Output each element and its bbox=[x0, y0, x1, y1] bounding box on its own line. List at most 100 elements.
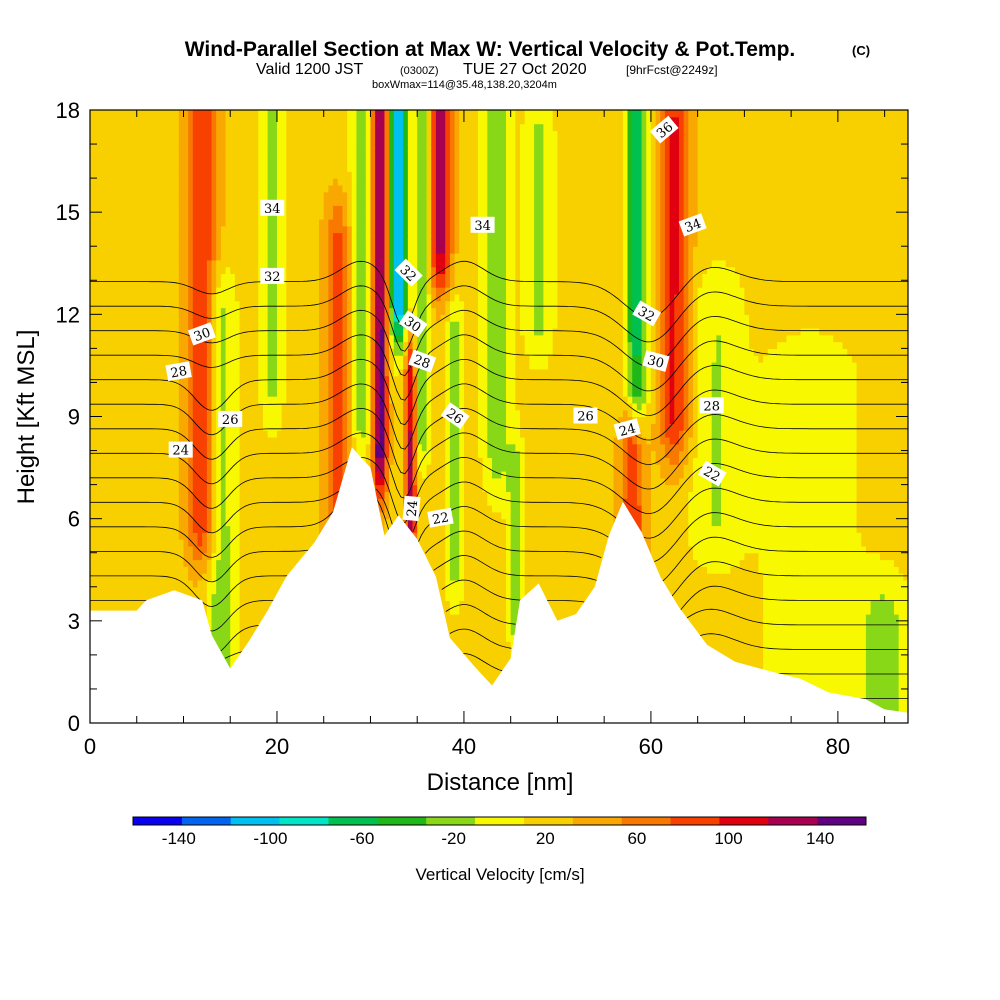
velocity-cell bbox=[178, 334, 185, 343]
velocity-cell bbox=[248, 586, 255, 595]
velocity-cell bbox=[104, 566, 110, 574]
velocity-cell bbox=[94, 280, 100, 288]
velocity-cell bbox=[174, 239, 180, 247]
velocity-cell bbox=[258, 110, 264, 118]
velocity-cell bbox=[108, 593, 114, 601]
velocity-cell bbox=[206, 355, 213, 363]
velocity-cell bbox=[164, 545, 171, 554]
velocity-cell bbox=[239, 116, 245, 125]
velocity-cell bbox=[314, 307, 320, 315]
velocity-cell bbox=[295, 164, 301, 172]
velocity-cell bbox=[169, 559, 175, 567]
velocity-cell bbox=[192, 559, 199, 567]
velocity-cell bbox=[328, 334, 334, 343]
velocity-cell bbox=[146, 518, 152, 527]
velocity-cell bbox=[108, 321, 114, 329]
velocity-cell bbox=[248, 225, 255, 234]
velocity-cell bbox=[216, 239, 222, 247]
velocity-cell bbox=[155, 116, 161, 125]
velocity-cell bbox=[234, 430, 241, 438]
velocity-cell bbox=[202, 205, 208, 213]
velocity-cell bbox=[309, 259, 315, 268]
velocity-cell bbox=[323, 137, 329, 145]
velocity-cell bbox=[141, 368, 147, 377]
velocity-cell bbox=[174, 402, 180, 411]
velocity-cell bbox=[234, 539, 241, 547]
velocity-cell bbox=[230, 150, 236, 159]
velocity-cell bbox=[286, 191, 292, 200]
velocity-cell bbox=[225, 545, 231, 554]
velocity-cell bbox=[183, 436, 189, 445]
velocity-cell bbox=[164, 287, 171, 295]
velocity-cell bbox=[132, 300, 138, 309]
velocity-cell bbox=[155, 110, 161, 118]
velocity-cell bbox=[183, 171, 189, 179]
velocity-cell bbox=[239, 171, 245, 179]
velocity-cell bbox=[188, 532, 194, 540]
velocity-cell bbox=[244, 443, 250, 452]
velocity-cell bbox=[192, 307, 199, 315]
velocity-cell bbox=[234, 518, 241, 527]
velocity-cell bbox=[132, 436, 138, 445]
velocity-cell bbox=[174, 436, 180, 445]
velocity-cell bbox=[164, 191, 171, 200]
velocity-cell bbox=[333, 266, 339, 275]
velocity-cell bbox=[295, 198, 301, 206]
velocity-cell bbox=[234, 218, 241, 227]
velocity-cell bbox=[118, 566, 124, 574]
velocity-cell bbox=[160, 470, 166, 479]
velocity-cell bbox=[122, 327, 128, 336]
velocity-cell bbox=[220, 266, 227, 275]
velocity-cell bbox=[113, 505, 119, 513]
velocity-cell bbox=[230, 559, 236, 567]
velocity-cell bbox=[323, 150, 329, 159]
velocity-cell bbox=[290, 477, 297, 486]
velocity-cell bbox=[150, 559, 157, 567]
velocity-cell bbox=[141, 430, 147, 438]
velocity-cell bbox=[122, 184, 128, 193]
velocity-cell bbox=[248, 123, 255, 132]
velocity-cell bbox=[113, 287, 119, 295]
plot-area: 3432302826243230282624223426243230282234… bbox=[56, 98, 909, 759]
velocity-cell bbox=[136, 586, 143, 595]
velocity-cell bbox=[90, 491, 96, 499]
velocity-cell bbox=[319, 280, 325, 288]
velocity-cell bbox=[211, 246, 217, 254]
velocity-cell bbox=[248, 184, 255, 193]
velocity-cell bbox=[155, 157, 161, 166]
velocity-cell bbox=[258, 579, 264, 588]
velocity-cell bbox=[253, 239, 259, 247]
velocity-cell bbox=[258, 307, 264, 315]
velocity-cell bbox=[309, 300, 315, 309]
velocity-cell bbox=[248, 362, 255, 370]
velocity-cell bbox=[305, 178, 311, 186]
velocity-cell bbox=[164, 184, 171, 193]
velocity-cell bbox=[136, 239, 143, 247]
velocity-cell bbox=[160, 457, 166, 465]
velocity-cell bbox=[146, 205, 152, 213]
velocity-cell bbox=[113, 525, 119, 533]
velocity-cell bbox=[164, 396, 171, 404]
velocity-cell bbox=[309, 341, 315, 349]
velocity-cell bbox=[230, 130, 236, 138]
velocity-cell bbox=[230, 579, 236, 588]
velocity-cell bbox=[108, 409, 114, 418]
velocity-cell bbox=[183, 253, 189, 261]
velocity-cell bbox=[104, 348, 110, 356]
velocity-cell bbox=[160, 198, 166, 206]
velocity-cell bbox=[178, 505, 185, 513]
velocity-cell bbox=[94, 205, 100, 213]
velocity-cell bbox=[272, 334, 278, 343]
velocity-cell bbox=[99, 178, 105, 186]
velocity-cell bbox=[94, 409, 100, 418]
velocity-cell bbox=[286, 443, 292, 452]
velocity-cell bbox=[183, 130, 189, 138]
velocity-cell bbox=[202, 191, 208, 200]
velocity-cell bbox=[225, 171, 231, 179]
velocity-cell bbox=[155, 450, 161, 458]
velocity-cell bbox=[113, 348, 119, 356]
velocity-cell bbox=[183, 239, 189, 247]
velocity-cell bbox=[206, 552, 213, 561]
velocity-cell bbox=[225, 253, 231, 261]
velocity-cell bbox=[206, 532, 213, 540]
